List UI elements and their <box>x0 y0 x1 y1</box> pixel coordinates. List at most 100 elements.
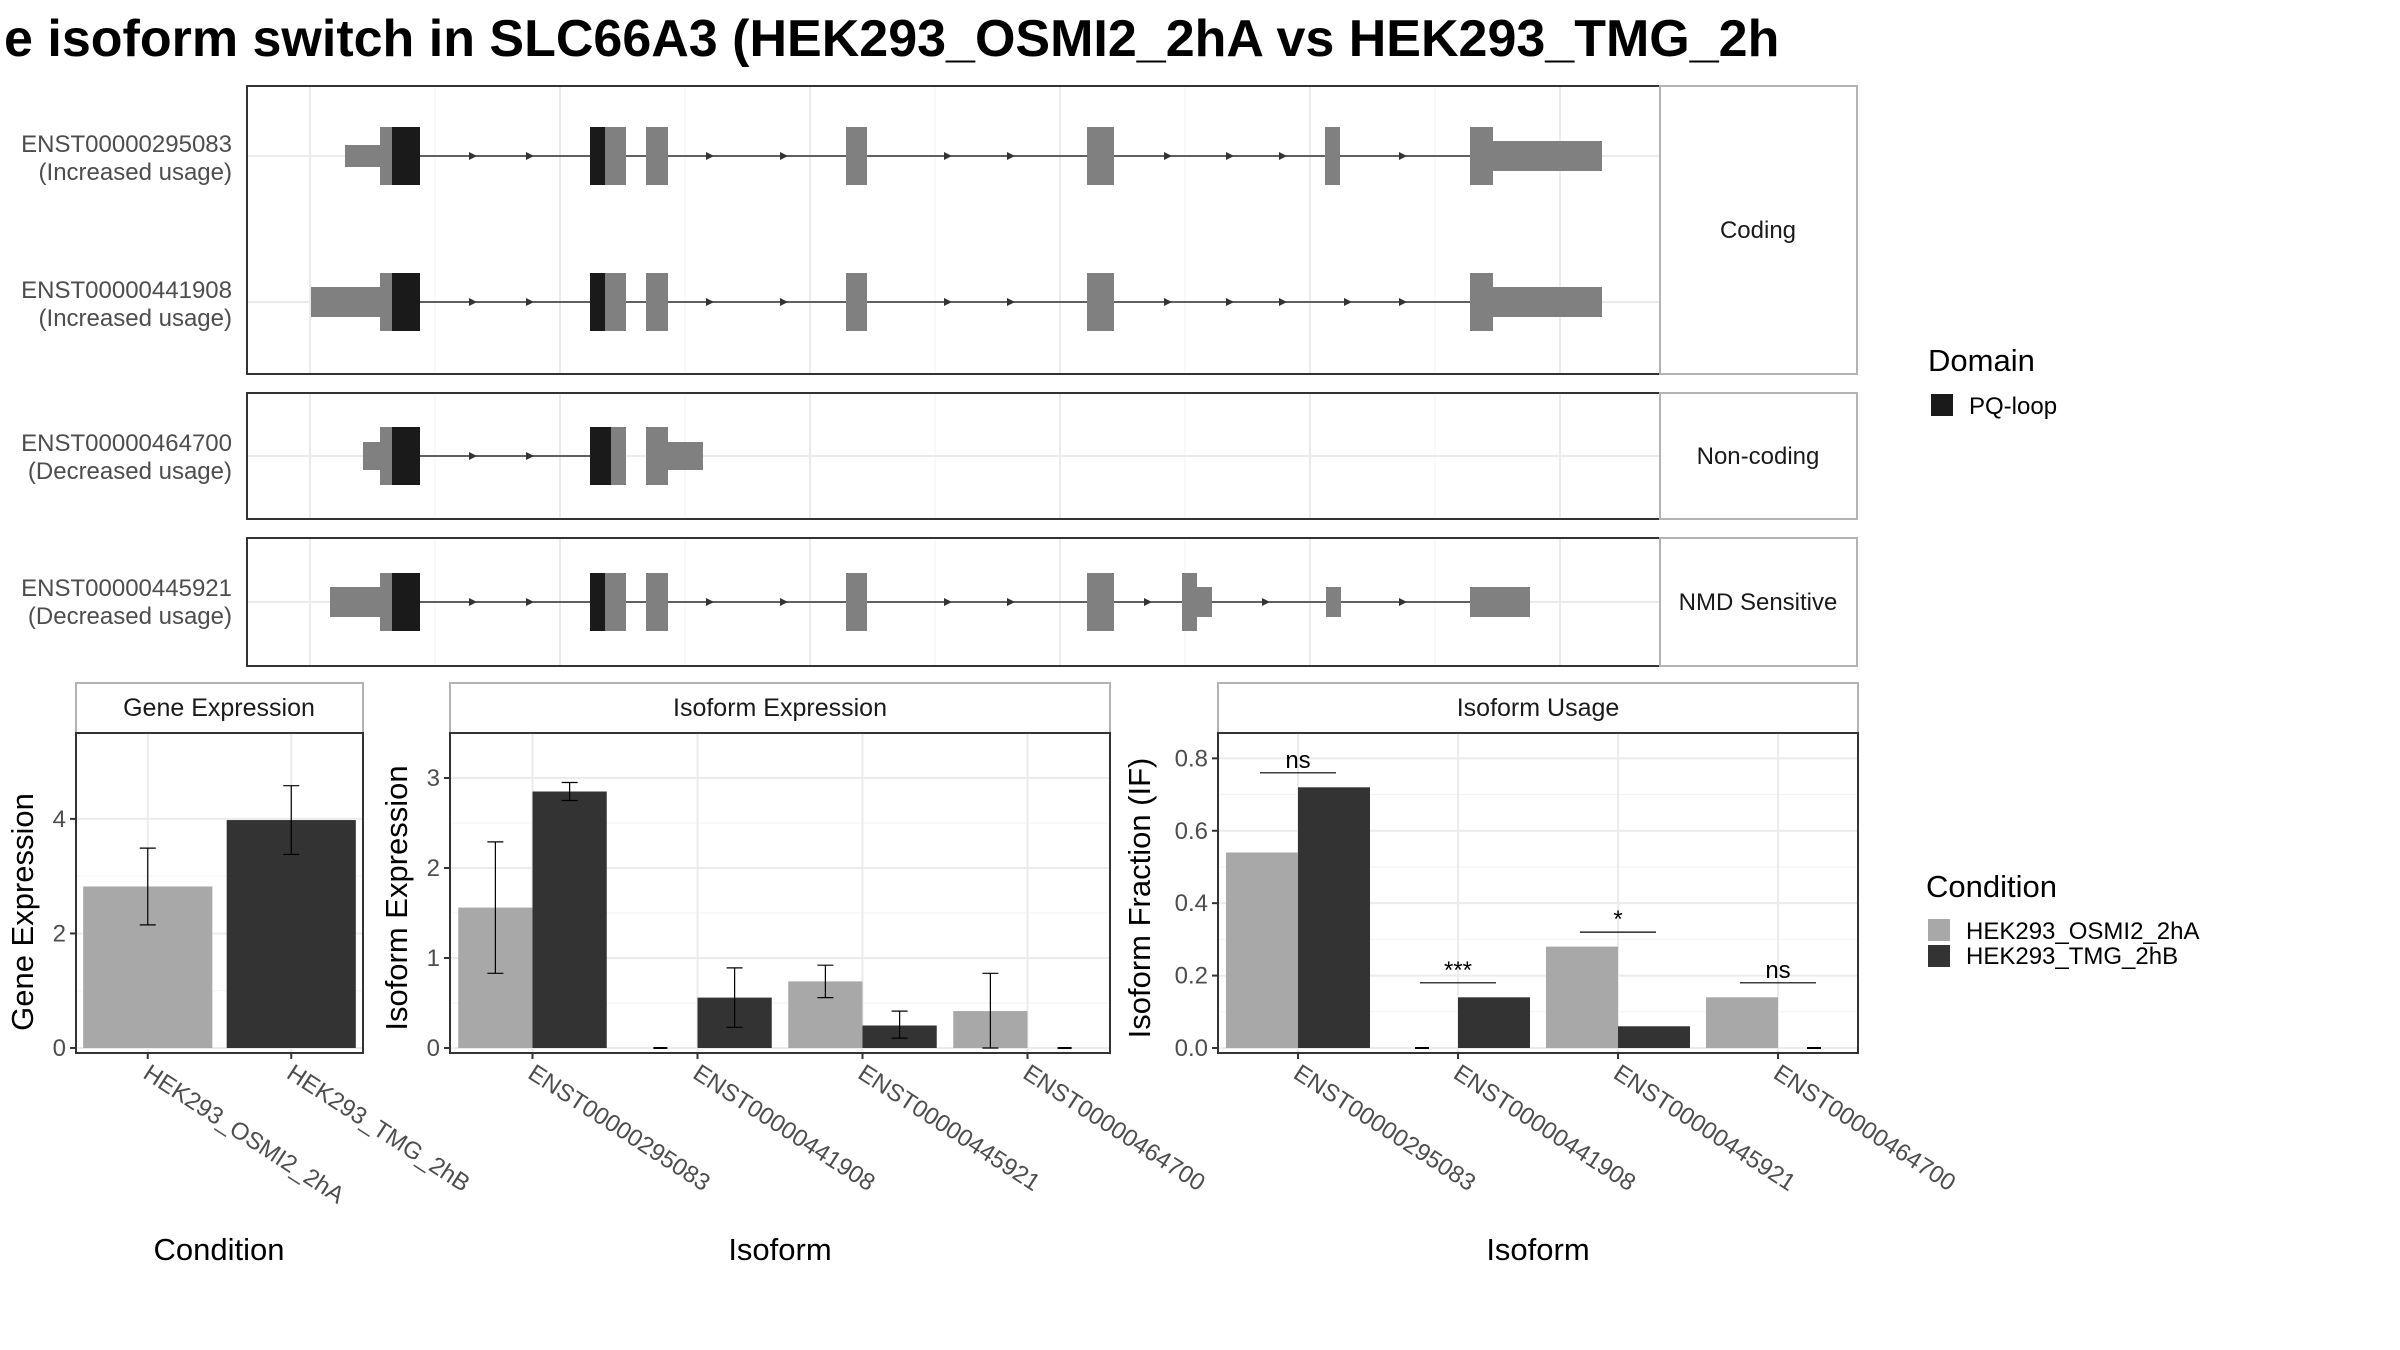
intron-arrow <box>1279 152 1287 160</box>
intron-arrow <box>1279 298 1287 306</box>
y-tick-label: 0.0 <box>1175 1035 1208 1062</box>
domain-pq-loop <box>392 273 420 331</box>
condition-legend-title: Condition <box>1926 869 2057 904</box>
exon <box>646 127 668 185</box>
legend-key-osmi2 <box>1928 919 1950 941</box>
strip-isoform-usage <box>1217 682 1859 734</box>
exon <box>668 442 703 470</box>
bar <box>532 791 607 1048</box>
y-tick-label: 0.2 <box>1175 963 1208 990</box>
exon <box>1493 287 1602 317</box>
y-tick-label: 0.6 <box>1175 818 1208 845</box>
y-tick-label: 2 <box>427 855 440 882</box>
plot-border <box>449 732 1111 1054</box>
intron-arrow <box>469 152 477 160</box>
intron-arrow <box>526 152 534 160</box>
intron-arrow <box>706 598 714 606</box>
y-tick-label: 3 <box>427 765 440 792</box>
x-axis-title: Isoform <box>1486 1232 1589 1267</box>
exon <box>1087 273 1114 331</box>
exon <box>1087 127 1114 185</box>
x-tick-label: ENST00000295083 <box>523 1059 715 1196</box>
intron-arrow <box>1399 152 1407 160</box>
intron-arrow <box>1164 152 1172 160</box>
y-tick-label: 0 <box>53 1035 66 1062</box>
domain-legend-key <box>1931 394 1953 416</box>
domain-legend-title: Domain <box>1928 343 2035 378</box>
figure-title: e isoform switch in SLC66A3 (HEK293_OSMI… <box>4 10 1779 68</box>
strip-label: Isoform Expression <box>673 694 887 722</box>
x-tick-label: ENST00000441908 <box>688 1059 880 1196</box>
x-tick-label: ENST00000445921 <box>853 1059 1045 1196</box>
bar <box>1546 946 1618 1048</box>
facet-strip-coding <box>1659 85 1858 375</box>
intron-arrow <box>780 598 788 606</box>
facet-strip-nmd-sensitive <box>1659 537 1858 667</box>
exon <box>1326 587 1341 617</box>
facet-label-nmd-sensitive: NMD Sensitive <box>1679 589 1838 616</box>
significance-label: ns <box>1285 747 1310 774</box>
intron-arrow <box>944 152 952 160</box>
y-axis-title: Isoform Fraction (IF) <box>1122 758 1157 1039</box>
x-axis-title: Condition <box>154 1232 285 1267</box>
exon <box>846 273 867 331</box>
exon <box>1197 587 1212 617</box>
y-tick-label: 0.8 <box>1175 745 1208 772</box>
y-axis-title: Gene Expression <box>5 793 40 1031</box>
intron-arrow <box>526 298 534 306</box>
intron-arrow <box>1344 298 1352 306</box>
intron-arrow <box>706 298 714 306</box>
domain-pq-loop <box>392 427 420 485</box>
isoform-usage-chart: Isoform Usage 0.00.20.40.60.8ENST0000029… <box>1122 682 1960 1267</box>
exon <box>1087 573 1114 631</box>
intron-arrow <box>1262 598 1270 606</box>
intron-arrow <box>1007 598 1015 606</box>
exon <box>330 587 380 617</box>
intron-arrow <box>1399 598 1407 606</box>
exon <box>846 127 867 185</box>
intron-arrow <box>1144 598 1152 606</box>
structure-panel-coding: Coding <box>246 85 1858 375</box>
exon <box>380 573 392 631</box>
bar <box>1458 997 1530 1048</box>
strip-isoform-expression <box>449 682 1111 734</box>
exon <box>311 287 380 317</box>
intron-arrow <box>1007 152 1015 160</box>
intron-arrow <box>944 598 952 606</box>
transcript-label-id: ENST00000445921 <box>21 575 232 602</box>
transcript-label-note: (Decreased usage) <box>28 603 232 630</box>
intron-arrow <box>526 452 534 460</box>
transcript-label-id: ENST00000441908 <box>21 277 232 304</box>
transcript-track-ENST00000441908 <box>311 273 1602 331</box>
transcript-label-note: (Decreased usage) <box>28 458 232 485</box>
exon <box>1493 141 1602 171</box>
legend-label-tmg: HEK293_TMG_2hB <box>1966 943 2178 970</box>
strip-label: Isoform Usage <box>1457 694 1620 722</box>
exon <box>363 442 380 470</box>
transcript-track-ENST00000464700 <box>363 427 703 485</box>
transcript-label-id: ENST00000464700 <box>21 430 232 457</box>
exon <box>1325 127 1340 185</box>
intron-arrow <box>469 452 477 460</box>
condition-legend: Condition HEK293_OSMI2_2hA HEK293_TMG_2h… <box>1926 869 2199 970</box>
y-axis-title: Isoform Expression <box>379 765 414 1030</box>
bar <box>1226 852 1298 1048</box>
domain-pq-loop <box>392 573 420 631</box>
bar <box>1298 787 1370 1048</box>
exon <box>345 145 380 167</box>
domain-pq-loop <box>590 273 605 331</box>
exon <box>1470 127 1493 185</box>
domain-pq-loop <box>392 127 420 185</box>
y-tick-label: 0 <box>427 1035 440 1062</box>
exon <box>380 427 392 485</box>
intron-arrow <box>1226 152 1234 160</box>
plot-border <box>1217 732 1859 1054</box>
structure-panel-non-coding: Non-coding <box>246 392 1858 520</box>
intron-arrow <box>780 298 788 306</box>
exon <box>1182 573 1197 631</box>
isoform-expression-chart: Isoform Expression 0123ENST00000295083EN… <box>379 682 1210 1267</box>
transcript-track-ENST00000445921 <box>330 573 1530 631</box>
exon <box>1470 273 1493 331</box>
significance-label: *** <box>1444 957 1472 984</box>
y-tick-label: 2 <box>53 920 66 947</box>
